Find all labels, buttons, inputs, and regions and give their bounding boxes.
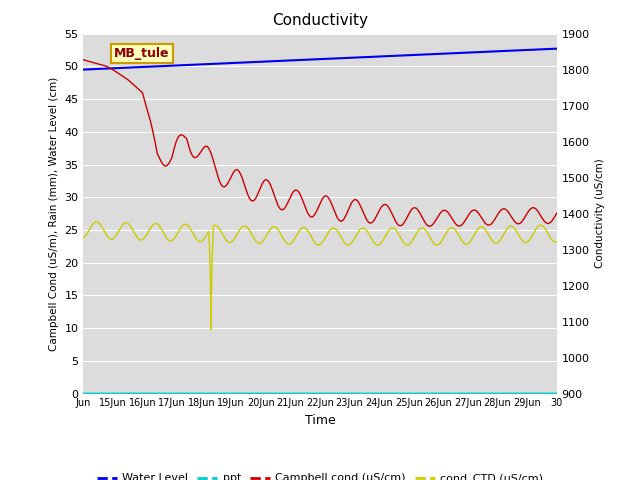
Text: MB_tule: MB_tule	[114, 47, 170, 60]
Y-axis label: Conductivity (uS/cm): Conductivity (uS/cm)	[595, 159, 605, 268]
Y-axis label: Campbell Cond (uS/m), Rain (mm), Water Level (cm): Campbell Cond (uS/m), Rain (mm), Water L…	[49, 76, 59, 351]
X-axis label: Time: Time	[305, 414, 335, 427]
Legend: Water Level, ppt, Campbell cond (uS/cm), cond_CTD (uS/cm): Water Level, ppt, Campbell cond (uS/cm),…	[92, 469, 548, 480]
Title: Conductivity: Conductivity	[272, 13, 368, 28]
